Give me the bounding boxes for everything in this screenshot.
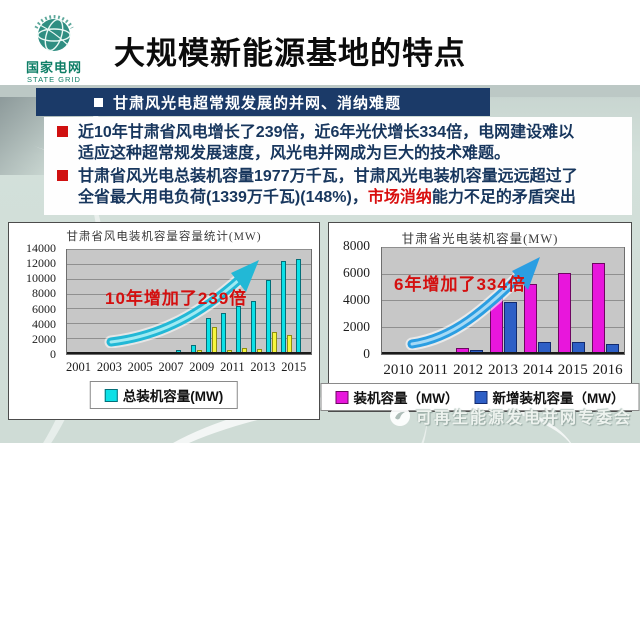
legend-item: 总装机容量(MW) [104, 385, 223, 405]
bullet-2-line-2: 全省最大用电负荷(1339万千瓦)(148%)，市场消纳能力不足的矛盾突出 [78, 187, 578, 208]
wind-chart-plot-area: 10年增加了239倍 [66, 249, 312, 355]
logo-text-en: STATE GRID [27, 75, 81, 84]
section-title-text: 甘肃风光电超常规发展的并网、消纳难题 [113, 94, 402, 112]
solar-chart-plot-area: 6年增加了334倍 [381, 247, 625, 355]
solar-chart-x-axis: 2010 2011 2012 2013 2014 2015 2016 [383, 362, 623, 378]
wind-chart-legend: 总装机容量(MW) [89, 381, 239, 409]
bullet-2-line-2-pre: 全省最大用电负荷(1339万千瓦)(148%)， [78, 189, 368, 206]
state-grid-logo: 国家电网 STATE GRID [14, 8, 94, 84]
watermark: 可再生能源发电并网专委会 [389, 404, 632, 428]
bullet-1-text: 近10年甘肃省风电增长了239倍，近6年光伏增长334倍，电网建设难以 适应这种… [78, 122, 574, 164]
solar-growth-annotation: 6年增加了334倍 [394, 275, 526, 294]
bullet-item-2: 甘肃省风光电总装机容量1977万千瓦，甘肃风光电装机容量远远超过了 全省最大用电… [57, 166, 578, 208]
section-bullet-square [94, 97, 103, 107]
slide-header: 国家电网 STATE GRID 大规模新能源基地的特点 [0, 0, 640, 85]
section-title-bar: 甘肃风光电超常规发展的并网、消纳难题 [36, 88, 490, 116]
state-grid-globe-icon [34, 15, 74, 52]
bullet-2-line-1: 甘肃省风光电总装机容量1977万千瓦，甘肃风光电装机容量远远超过了 [78, 168, 578, 185]
page-title: 大规模新能源基地的特点 [114, 36, 466, 71]
logo-text-zh: 国家电网 [25, 60, 82, 75]
solar-chart-legend: 装机容量（MW） 新增装机容量（MW） [320, 383, 640, 411]
bullet-square [57, 126, 68, 137]
bullet-2-line-2-post: 能力不足的矛盾突出 [431, 189, 576, 206]
wind-chart-y-axis: 0 2000 4000 6000 8000 10000 12000 14000 [26, 241, 56, 361]
solar-chart-y-axis: 0 2000 4000 6000 8000 [343, 238, 370, 361]
solar-chart-title: 甘肃省光电装机容量(MW) [401, 232, 559, 246]
solar-capacity-chart: 甘肃省光电装机容量(MW) 0 2000 4000 6000 8000 6年增加了334… [320, 222, 640, 412]
wind-growth-annotation: 10年增加了239倍 [105, 289, 248, 308]
bullet-2-text: 甘肃省风光电总装机容量1977万千瓦，甘肃风光电装机容量远远超过了 全省最大用电… [78, 166, 578, 208]
wind-capacity-chart: 甘肃省风电装机容量容量统计(MW) 0 2000 4000 6000 8000 10000… [8, 222, 320, 420]
wind-chart-x-axis: 2001 2003 2005 2007 2009 2011 2013 2015 [66, 360, 307, 374]
association-logo-icon [389, 406, 410, 426]
legend-item: 新增装机容量（MW） [474, 387, 625, 407]
bullet-2-highlight: 市场消纳 [367, 189, 432, 206]
callout-box: 近10年甘肃省风电增长了239倍，近6年光伏增长334倍，电网建设难以 适应这种… [44, 117, 632, 215]
wind-chart-title: 甘肃省风电装机容量容量统计(MW) [66, 231, 262, 243]
bullet-1-line-1: 近10年甘肃省风电增长了239倍，近6年光伏增长334倍，电网建设难以 [78, 124, 575, 141]
watermark-text: 可再生能源发电并网专委会 [415, 410, 632, 427]
bullet-1-line-2: 适应这种超常规发展速度，风光电并网成为巨大的技术难题。 [78, 145, 511, 162]
bullet-item-1: 近10年甘肃省风电增长了239倍，近6年光伏增长334倍，电网建设难以 适应这种… [57, 122, 574, 164]
legend-item: 装机容量（MW） [335, 387, 459, 407]
bullet-square [57, 170, 68, 181]
